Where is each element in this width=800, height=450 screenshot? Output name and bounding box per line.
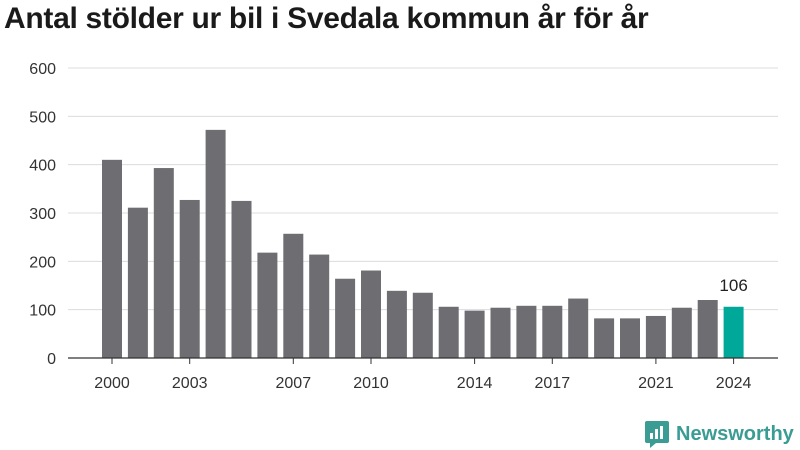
bar-2010 xyxy=(361,270,381,358)
y-tick-label: 0 xyxy=(47,351,56,368)
bar-2005 xyxy=(231,200,252,358)
bar-2019 xyxy=(594,318,615,358)
y-tick-label: 200 xyxy=(29,254,56,271)
x-tick-label: 2017 xyxy=(535,375,571,392)
bar-2012 xyxy=(412,292,433,358)
bar-2015 xyxy=(490,307,511,358)
y-tick-label: 300 xyxy=(29,206,56,223)
x-tick-label: 2007 xyxy=(276,375,312,392)
annotations: 106 xyxy=(719,276,747,295)
y-tick-label: 500 xyxy=(29,109,56,126)
bar-2018 xyxy=(568,298,589,358)
bar-2009 xyxy=(335,278,356,358)
chart-title: Antal stölder ur bil i Svedala kommun år… xyxy=(4,2,649,35)
newsworthy-logo-icon xyxy=(645,421,669,448)
bar-2016 xyxy=(516,305,537,358)
bar-2020 xyxy=(620,318,640,358)
bar-2021 xyxy=(645,315,666,358)
brand-name: Newsworthy xyxy=(676,422,794,445)
bar-2011 xyxy=(386,290,407,358)
bar-2013 xyxy=(438,306,459,358)
bar-2023 xyxy=(697,300,718,358)
bar-2007 xyxy=(283,233,304,358)
gridlines xyxy=(68,67,778,311)
y-tick-label: 400 xyxy=(29,158,56,175)
bar-2014 xyxy=(464,310,485,358)
x-tick-label: 2021 xyxy=(638,375,674,392)
x-tick-label: 2024 xyxy=(716,375,752,392)
newsworthy-logo: Newsworthy xyxy=(644,419,794,449)
x-tick-label: 2010 xyxy=(353,375,389,392)
bar-chart: 0 100 200 300 400 500 600 2000 2003 2007 2010 2014… xyxy=(29,61,778,392)
bar-2002 xyxy=(153,168,174,358)
x-axis: 2000 2003 2007 2010 2014 2017 2021 2024 xyxy=(68,357,778,392)
bar-2000 xyxy=(102,159,122,358)
bars xyxy=(102,129,744,358)
bar-2024 xyxy=(723,306,744,358)
x-tick-label: 2000 xyxy=(94,375,130,392)
bar-2022 xyxy=(671,307,692,358)
y-tick-label: 600 xyxy=(29,61,56,78)
bar-2003 xyxy=(179,199,200,358)
highlight-value-label: 106 xyxy=(719,276,747,295)
x-tick-label: 2014 xyxy=(457,375,493,392)
bar-2001 xyxy=(127,207,148,358)
bar-2008 xyxy=(309,254,330,358)
bar-2006 xyxy=(257,252,278,358)
x-tick-label: 2003 xyxy=(172,375,208,392)
y-tick-label: 100 xyxy=(29,303,56,320)
y-axis-labels: 0 100 200 300 400 500 600 xyxy=(29,61,56,368)
bar-2004 xyxy=(205,129,226,358)
bar-2017 xyxy=(542,305,563,358)
